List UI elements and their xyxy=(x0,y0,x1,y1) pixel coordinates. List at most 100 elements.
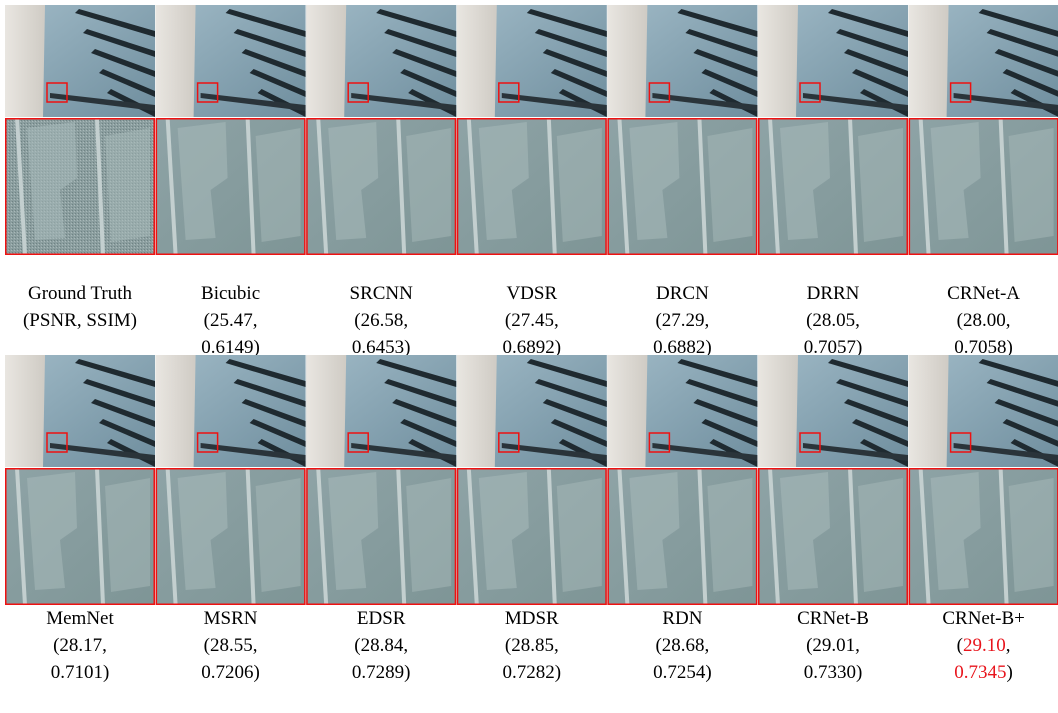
caption-text: ) xyxy=(1007,662,1013,683)
wall xyxy=(306,5,346,117)
zoom-shape xyxy=(707,478,752,592)
zoom-shape xyxy=(858,128,903,242)
caption-line: (28.00, xyxy=(957,310,1011,331)
caption-text: CRNet-A xyxy=(947,283,1020,304)
zoom-crop xyxy=(306,468,456,605)
panel: CRNet-B+ (29.10, 0.7345) xyxy=(909,355,1058,683)
zoom-crop xyxy=(909,118,1058,255)
caption-text: DRCN xyxy=(656,283,709,304)
caption-text: EDSR xyxy=(357,608,406,629)
caption-text: CRNet-B xyxy=(797,608,869,629)
zoom-shape xyxy=(1009,478,1054,592)
caption-line: (28.17, xyxy=(53,635,107,656)
panel: DRRN(28.05,0.7057) xyxy=(758,5,908,358)
caption-text: (28.85, xyxy=(505,635,559,656)
thumbnail xyxy=(306,355,456,467)
caption-line: (29.10, xyxy=(957,635,1011,656)
thumbnail xyxy=(607,5,757,117)
caption-line: CRNet-B+ xyxy=(942,608,1025,629)
caption-text: (28.17, xyxy=(53,635,107,656)
caption-line: (28.68, xyxy=(655,635,709,656)
caption-line: 0.7206) xyxy=(201,662,260,683)
caption-text: (27.29, xyxy=(655,310,709,331)
zoom-shape xyxy=(707,128,752,242)
zoom-crop xyxy=(5,118,155,255)
thumbnail xyxy=(5,355,155,467)
zoom-crop xyxy=(457,468,607,605)
zoom-shape xyxy=(406,128,451,242)
wall xyxy=(607,355,647,467)
thumbnail xyxy=(457,355,607,467)
caption-text: (28.05, xyxy=(806,310,860,331)
wall xyxy=(5,5,45,117)
caption-text: 0.7254) xyxy=(653,662,712,683)
wall xyxy=(607,5,647,117)
caption-text: (28.55, xyxy=(204,635,258,656)
thumbnail xyxy=(306,5,456,117)
caption-line: (28.05, xyxy=(806,310,860,331)
panel: Bicubic(25.47,0.6149) xyxy=(156,5,306,358)
zoom-crop xyxy=(607,118,757,255)
wall xyxy=(156,5,196,117)
caption-line: 0.7101) xyxy=(51,662,110,683)
caption-text: RDN xyxy=(662,608,702,629)
panel: VDSR(27.45,0.6892) xyxy=(457,5,607,358)
zoom-crop xyxy=(607,468,757,605)
caption-line: CRNet-B xyxy=(797,608,869,629)
zoom-shape xyxy=(256,128,301,242)
caption-text: MSRN xyxy=(204,608,258,629)
caption-line: (28.55, xyxy=(204,635,258,656)
panel: CRNet-A(28.00,0.7058) xyxy=(909,5,1058,358)
caption-line: EDSR xyxy=(357,608,406,629)
caption-line: 0.7254) xyxy=(653,662,712,683)
panel: DRCN(27.29,0.6882) xyxy=(607,5,757,358)
wall xyxy=(457,5,497,117)
thumbnail xyxy=(607,355,757,467)
caption-line: Ground Truth xyxy=(28,283,132,304)
caption-text: (25.47, xyxy=(204,310,258,331)
caption-text: 0.7330) xyxy=(804,662,863,683)
caption-line: MSRN xyxy=(204,608,258,629)
thumbnail xyxy=(909,5,1058,117)
caption-line: MDSR xyxy=(505,608,559,629)
caption-text: VDSR xyxy=(506,283,557,304)
zoom-crop xyxy=(457,118,607,255)
zoom-crop xyxy=(156,468,306,605)
caption-line: 0.7345) xyxy=(954,662,1013,683)
zoom-shape xyxy=(406,478,451,592)
thumbnail xyxy=(457,5,607,117)
panel: Ground Truth (PSNR, SSIM) xyxy=(5,5,155,331)
zoom-shape xyxy=(557,128,602,242)
panel: CRNet-B (29.01, 0.7330) xyxy=(758,355,908,683)
zoom-crop xyxy=(5,468,155,605)
wall xyxy=(758,355,798,467)
caption-line: (27.45, xyxy=(505,310,559,331)
caption-text: MDSR xyxy=(505,608,559,629)
caption-text: 0.7101) xyxy=(51,662,110,683)
zoom-shape xyxy=(1009,128,1054,242)
caption-line: (28.84, xyxy=(354,635,408,656)
caption-line: (PSNR, SSIM) xyxy=(23,310,137,331)
caption-text: (28.00, xyxy=(957,310,1011,331)
thumbnail xyxy=(156,355,306,467)
caption-text: (28.84, xyxy=(354,635,408,656)
caption-text: (29.01, xyxy=(806,635,860,656)
panel: EDSR (28.84, 0.7289) xyxy=(306,355,456,683)
caption-text: 0.7206) xyxy=(201,662,260,683)
panel: SRCNN(26.58,0.6453) xyxy=(306,5,456,358)
caption-text: (PSNR, SSIM) xyxy=(23,310,137,331)
caption-text: CRNet-B+ xyxy=(942,608,1025,629)
caption-text: (27.45, xyxy=(505,310,559,331)
caption-text: 29.10 xyxy=(963,635,1006,656)
panel: RDN (28.68, 0.7254) xyxy=(607,355,757,683)
caption-line: SRCNN xyxy=(350,283,414,304)
caption-text: 0.7289) xyxy=(352,662,411,683)
caption-line: (25.47, xyxy=(204,310,258,331)
zoom-shape xyxy=(256,478,301,592)
figure: Ground Truth (PSNR, SSIM) Bicubic (25.47, 0.… xyxy=(0,0,1058,713)
caption-text: 0.7345 xyxy=(954,662,1006,683)
caption-text: DRRN xyxy=(807,283,860,304)
caption-text: (26.58, xyxy=(354,310,408,331)
caption-text: SRCNN xyxy=(350,283,414,304)
caption-text: Bicubic xyxy=(201,283,260,304)
